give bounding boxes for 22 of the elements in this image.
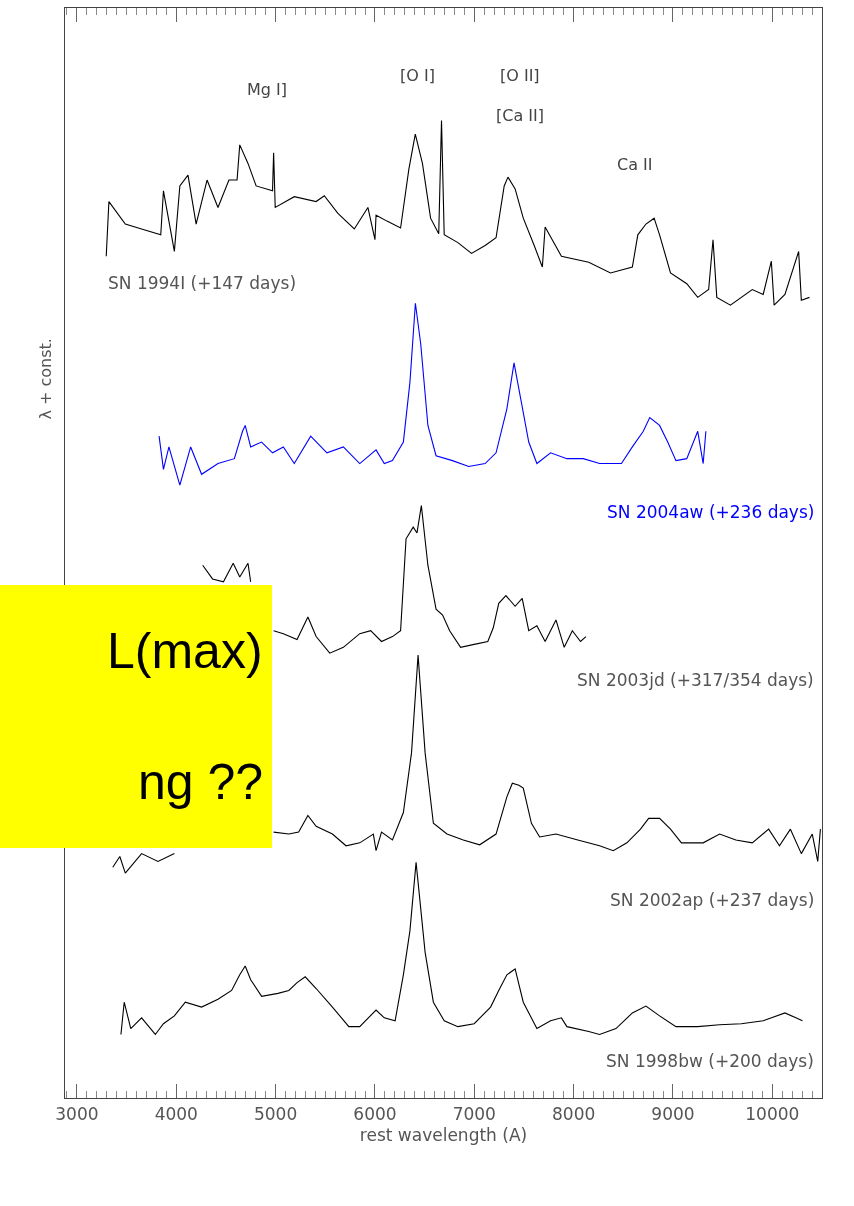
x-tick-label: 9000 [651,1103,695,1124]
series-label: SN 2002ap (+237 days) [610,890,815,910]
x-tick-label: 4000 [154,1103,198,1124]
series-label: SN 2003jd (+317/354 days) [577,670,814,690]
x-tick-label: 5000 [253,1103,298,1124]
text: [O I] [400,66,435,85]
x-tick-label: 3000 [55,1103,99,1124]
annotation: L(max) [107,623,263,679]
x-tick-label: 10000 [745,1103,800,1124]
series-label: SN 1998bw (+200 days) [606,1051,814,1071]
text: Mg I] [247,80,288,99]
annotation: [Ca II] [496,106,544,125]
text: SN 2004aw (+236 days) [607,502,815,522]
annotation: ng ?? [138,754,264,810]
x-tick-label: 6000 [353,1103,397,1124]
x-tick-label: 7000 [452,1103,496,1124]
x-axis-title: rest wavelength (A) [359,1124,528,1145]
annotation: Ca II [617,155,653,174]
series-label: SN 1994I (+147 days) [108,273,297,293]
text: [O II] [500,66,540,85]
y-axis-title: λ + const. [36,338,56,420]
x-tick-label: 8000 [552,1103,596,1124]
